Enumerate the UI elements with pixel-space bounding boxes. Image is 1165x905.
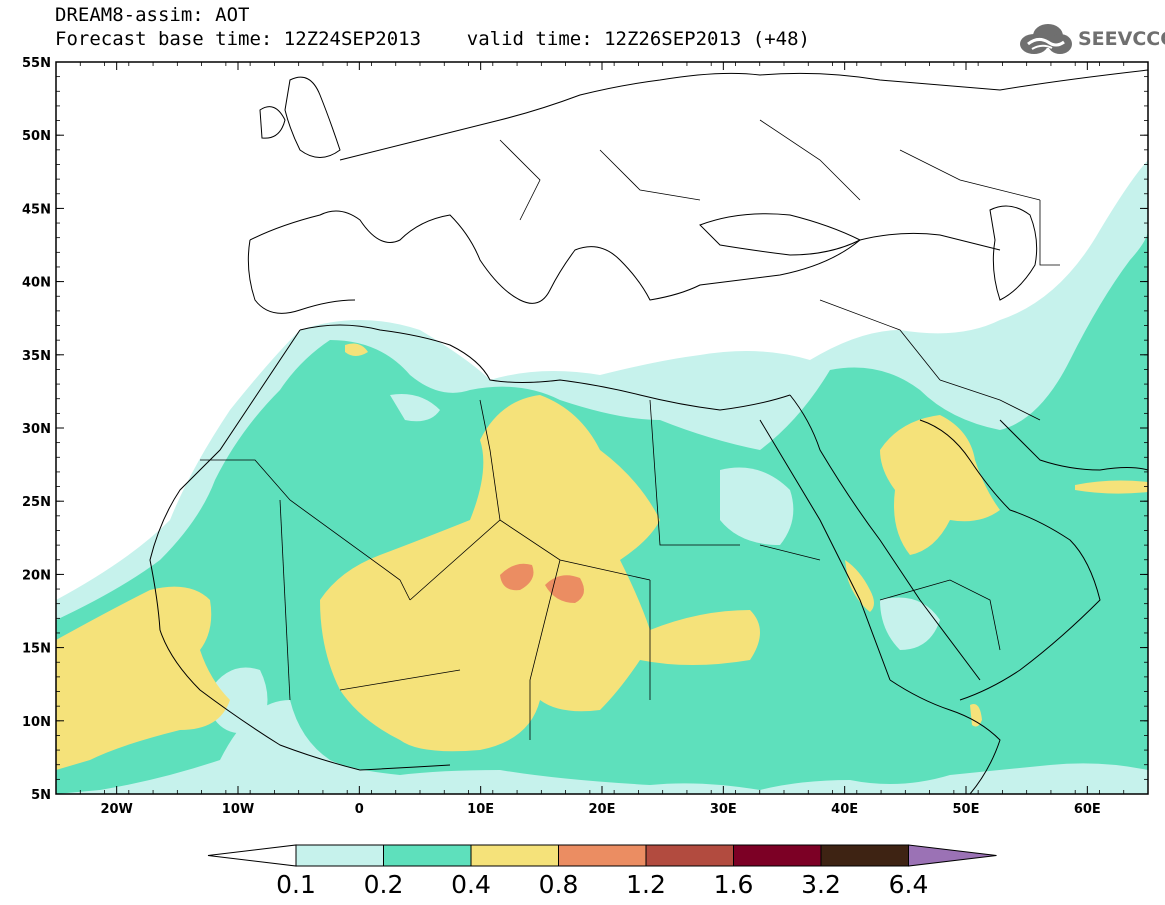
y-tick-label: 20N xyxy=(22,568,51,583)
colorbar-swatch xyxy=(295,844,384,867)
aot-level-0.4 xyxy=(1075,480,1148,494)
colorbar-over-triangle xyxy=(908,844,997,867)
x-tick-label: 20W xyxy=(100,802,132,817)
logo-text: SEEVCCC xyxy=(1078,28,1165,50)
country-borders xyxy=(200,119,1060,740)
coastlines xyxy=(149,69,1148,794)
aot-level-0.4 xyxy=(56,586,230,770)
map-title: DREAM8-assim: AOT xyxy=(55,4,250,26)
x-tick-label: 30E xyxy=(710,802,737,817)
aot-level-0.1-patch xyxy=(880,597,940,650)
aot-level-0.1-patch xyxy=(210,667,268,734)
colorbar-swatch xyxy=(733,844,822,867)
x-tick-label: 50E xyxy=(953,802,980,817)
x-tick-label: 10E xyxy=(467,802,494,817)
aot-level-0.4 xyxy=(345,343,368,356)
cloud-icon xyxy=(1020,24,1072,54)
forecast-time-subtitle: Forecast base time: 12Z24SEP2013 valid t… xyxy=(55,28,810,50)
y-tick-label: 15N xyxy=(22,642,51,657)
aot-field xyxy=(56,160,1148,794)
colorbar-swatch xyxy=(558,844,647,867)
y-tick-label: 45N xyxy=(22,202,51,217)
aot-level-0.4 xyxy=(845,560,874,612)
y-tick-label: 30N xyxy=(22,422,51,437)
y-tick-label: 5N xyxy=(31,788,51,803)
y-axis: 5N 10N 15N 20N 25N 30N 35N 40N 45N 50N 55N xyxy=(22,56,1148,803)
colorbar-label: 0.4 xyxy=(451,870,491,899)
y-tick-label: 40N xyxy=(22,276,51,291)
colorbar-under-triangle xyxy=(207,844,297,867)
y-tick-label: 10N xyxy=(22,715,51,730)
colorbar-swatch xyxy=(470,844,559,867)
y-tick-label: 25N xyxy=(22,495,51,510)
x-tick-label: 20E xyxy=(589,802,616,817)
colorbar-swatch xyxy=(383,844,472,867)
x-tick-label: 0 xyxy=(355,802,364,817)
aot-level-0.1-patch xyxy=(720,467,794,545)
aot-level-0.8 xyxy=(500,563,534,591)
colorbar-label: 1.2 xyxy=(626,870,666,899)
x-axis: 20W 10W 0 10E 20E 30E 40E 50E 60E xyxy=(55,62,1149,817)
x-tick-label: 10W xyxy=(222,802,254,817)
aot-level-0.4 xyxy=(970,704,982,727)
colorbar-label: 0.1 xyxy=(276,870,316,899)
colorbar-label: 0.2 xyxy=(364,870,404,899)
colorbar-label: 1.6 xyxy=(714,870,754,899)
colorbar-label: 3.2 xyxy=(801,870,841,899)
aot-level-0.4 xyxy=(320,395,760,752)
y-tick-label: 35N xyxy=(22,349,51,364)
colorbar-label: 0.8 xyxy=(539,870,579,899)
colorbar-swatch xyxy=(645,844,734,867)
y-tick-label: 50N xyxy=(22,129,51,144)
y-tick-label: 55N xyxy=(22,56,51,71)
aot-level-0.1-patch xyxy=(390,394,440,422)
colorbar: 0.1 0.2 0.4 0.8 1.2 1.6 3.2 6.4 xyxy=(207,844,997,899)
x-tick-label: 40E xyxy=(831,802,858,817)
colorbar-swatch xyxy=(820,844,909,867)
seevccc-logo: SEEVCCC xyxy=(1018,22,1165,56)
colorbar-label: 6.4 xyxy=(889,870,929,899)
aot-level-0.4 xyxy=(880,415,1000,555)
x-tick-label: 60E xyxy=(1074,802,1101,817)
